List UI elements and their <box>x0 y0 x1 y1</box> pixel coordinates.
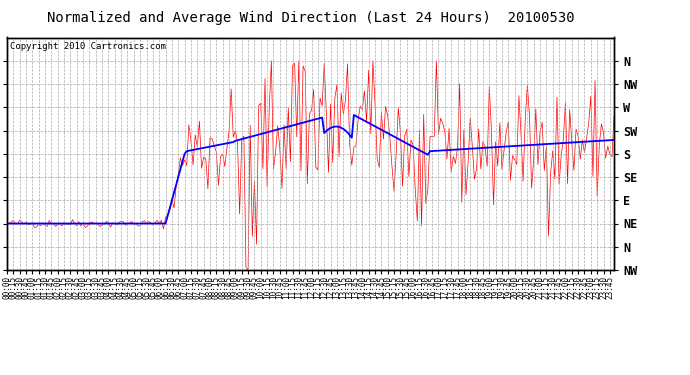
Text: Copyright 2010 Cartronics.com: Copyright 2010 Cartronics.com <box>10 42 166 51</box>
Text: Normalized and Average Wind Direction (Last 24 Hours)  20100530: Normalized and Average Wind Direction (L… <box>47 11 574 25</box>
